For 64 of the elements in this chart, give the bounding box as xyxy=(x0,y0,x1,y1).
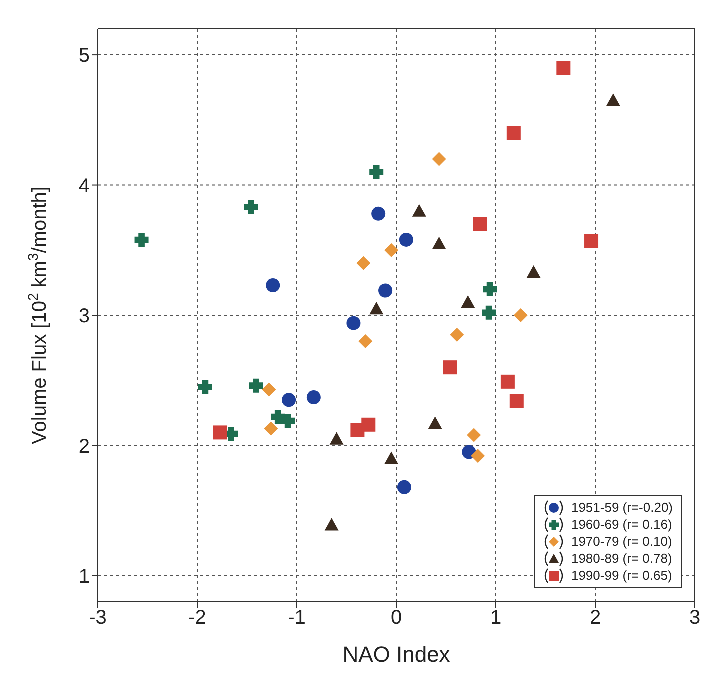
point xyxy=(450,328,464,342)
point xyxy=(471,449,486,464)
x-tick-label: 2 xyxy=(590,607,602,630)
point xyxy=(384,243,399,258)
point xyxy=(432,152,446,166)
point xyxy=(483,282,498,296)
point xyxy=(432,236,446,250)
point xyxy=(244,200,258,214)
point xyxy=(370,165,384,180)
point xyxy=(370,302,384,315)
legend-label: 1951-59 (r=-0.20) xyxy=(571,499,673,516)
point xyxy=(461,295,476,308)
legend-label: 1970-79 (r= 0.10) xyxy=(571,533,672,550)
point xyxy=(443,360,458,375)
x-tick-label: -2 xyxy=(188,607,206,630)
point xyxy=(249,378,264,393)
point xyxy=(514,308,528,322)
legend-label: 1980-89 (r= 0.78) xyxy=(571,550,672,567)
point xyxy=(324,518,339,531)
point xyxy=(306,390,321,405)
point xyxy=(482,306,496,320)
point xyxy=(606,94,620,106)
point xyxy=(467,428,482,442)
x-tick-label: 3 xyxy=(689,607,701,630)
point xyxy=(526,266,541,278)
x-tick-label: -1 xyxy=(288,607,306,630)
legend-label: 1990-99 (r= 0.65) xyxy=(571,567,672,584)
x-tick-label: 0 xyxy=(390,607,402,630)
point xyxy=(397,480,412,494)
point xyxy=(213,426,228,440)
point xyxy=(264,422,278,436)
point xyxy=(372,206,386,221)
legend-label: 1960-69 (r= 0.16) xyxy=(571,516,672,533)
x-tick-label: 1 xyxy=(490,607,502,630)
point xyxy=(330,432,344,445)
point xyxy=(399,232,414,247)
point xyxy=(358,334,373,349)
point xyxy=(266,278,280,293)
point xyxy=(500,374,515,389)
point xyxy=(473,217,488,232)
point xyxy=(262,382,276,397)
point xyxy=(134,232,149,247)
y-tick-label: 4 xyxy=(78,175,90,198)
x-tick-label: -3 xyxy=(89,607,107,630)
point xyxy=(378,284,393,298)
y-tick-label: 3 xyxy=(78,306,90,328)
point xyxy=(510,394,524,408)
y-tick-label: 1 xyxy=(78,566,90,588)
point xyxy=(412,204,426,217)
point xyxy=(271,410,286,424)
point xyxy=(506,126,521,140)
point xyxy=(556,61,571,76)
y-tick-label: 5 xyxy=(78,45,90,68)
point xyxy=(428,416,442,430)
point xyxy=(198,380,212,394)
y-tick-label: 2 xyxy=(78,436,90,458)
point xyxy=(384,452,399,464)
point xyxy=(281,414,296,428)
point xyxy=(584,234,599,248)
x-axis-title: NAO Index xyxy=(342,642,450,667)
point xyxy=(282,393,296,408)
point xyxy=(356,256,371,270)
point xyxy=(362,418,376,432)
point xyxy=(346,316,361,330)
